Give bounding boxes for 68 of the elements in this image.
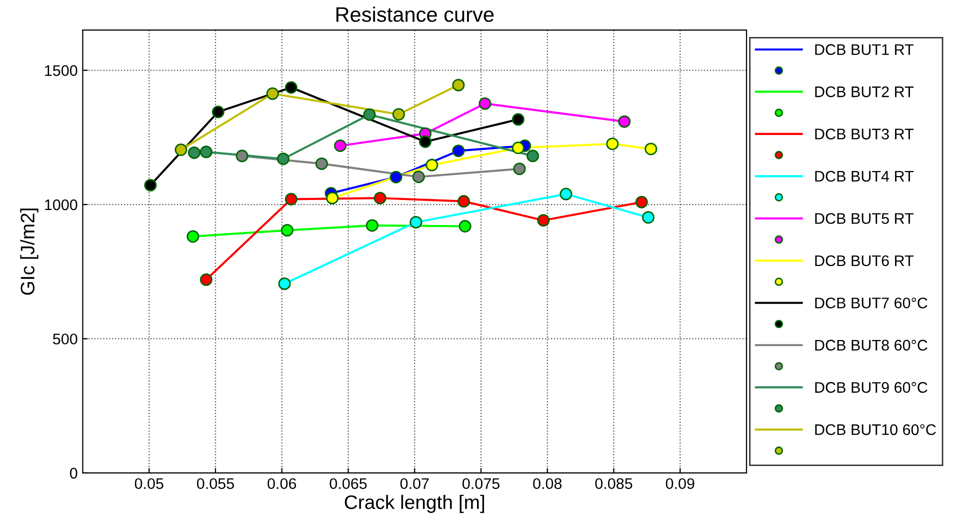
point xyxy=(635,196,648,208)
point xyxy=(363,108,376,121)
legend-label: DCB BUT7 60°C xyxy=(815,298,928,308)
point xyxy=(200,146,212,158)
legend-label: DCB BUT10 60°C xyxy=(815,424,936,436)
point xyxy=(458,220,472,233)
y-tick-label: 1500 xyxy=(45,65,78,76)
point xyxy=(174,144,188,156)
point xyxy=(284,192,298,206)
point xyxy=(284,81,298,94)
point xyxy=(266,87,279,100)
point xyxy=(418,135,432,148)
point xyxy=(412,170,425,184)
point xyxy=(366,219,378,232)
x-tick-label: 0.09 xyxy=(666,478,694,490)
x-tick-label: 0.07 xyxy=(400,478,429,490)
x-tick-label: 0.085 xyxy=(595,478,632,490)
point xyxy=(315,157,328,170)
point xyxy=(452,144,465,158)
point xyxy=(537,214,550,227)
legend-label: DCB BUT8 60°C xyxy=(815,340,928,351)
y-tick-label: 500 xyxy=(52,334,78,344)
point xyxy=(618,115,631,128)
point xyxy=(374,192,386,204)
x-tick-label: 0.075 xyxy=(462,478,500,490)
point xyxy=(560,188,572,200)
legend-label: DCB BUT6 RT xyxy=(815,255,914,266)
point xyxy=(644,142,658,156)
point xyxy=(200,273,212,286)
point xyxy=(512,142,524,154)
legend-label: DCB BUT5 RT xyxy=(815,213,914,224)
point xyxy=(212,106,224,118)
point xyxy=(236,150,248,162)
point xyxy=(278,277,291,290)
point xyxy=(392,108,405,121)
point xyxy=(144,178,157,192)
point xyxy=(478,97,492,110)
y-tick-label: 1000 xyxy=(45,199,78,210)
legend-label: DCB BUT3 RT xyxy=(815,128,914,140)
point xyxy=(390,170,402,184)
point xyxy=(457,195,470,208)
point xyxy=(642,211,655,224)
point xyxy=(426,158,438,172)
x-tick-label: 0.065 xyxy=(330,478,367,490)
legend-label: DCB BUT2 RT xyxy=(815,86,914,98)
y-tick-label: 0 xyxy=(70,468,78,479)
point xyxy=(526,150,540,162)
point xyxy=(276,152,290,166)
point xyxy=(452,78,465,92)
point xyxy=(188,146,200,159)
x-tick-label: 0.055 xyxy=(196,478,234,490)
point xyxy=(334,139,347,152)
point xyxy=(410,216,422,228)
x-tick-label: 0.05 xyxy=(134,478,164,490)
point xyxy=(186,230,200,243)
legend-label: DCB BUT9 60°C xyxy=(815,382,928,393)
chart-title: Resistance curve xyxy=(336,6,494,22)
point xyxy=(606,138,619,150)
point xyxy=(280,224,294,237)
point xyxy=(513,162,526,176)
y-axis-title: GIc [J/m2] xyxy=(20,208,38,295)
legend-label: DCB BUT4 RT xyxy=(815,170,914,182)
x-tick-label: 0.08 xyxy=(533,478,562,490)
x-tick-label: 0.06 xyxy=(268,478,296,490)
point xyxy=(512,113,524,126)
x-axis-title: Crack length [m] xyxy=(344,494,484,513)
legend-label: DCB BUT1 RT xyxy=(815,44,914,55)
point xyxy=(326,192,339,204)
